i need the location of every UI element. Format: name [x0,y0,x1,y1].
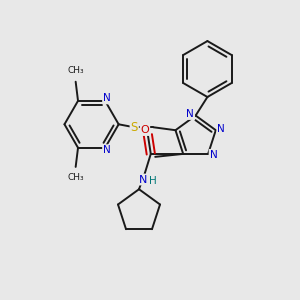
Text: N: N [217,124,225,134]
Text: N: N [139,175,148,184]
Text: S: S [130,121,138,134]
Text: N: N [103,94,111,103]
Text: CH₃: CH₃ [67,66,84,75]
Text: O: O [140,125,149,135]
Text: N: N [209,150,217,160]
Text: N: N [103,145,111,155]
Text: CH₃: CH₃ [67,173,84,182]
Text: N: N [187,109,194,119]
Text: H: H [149,176,157,186]
